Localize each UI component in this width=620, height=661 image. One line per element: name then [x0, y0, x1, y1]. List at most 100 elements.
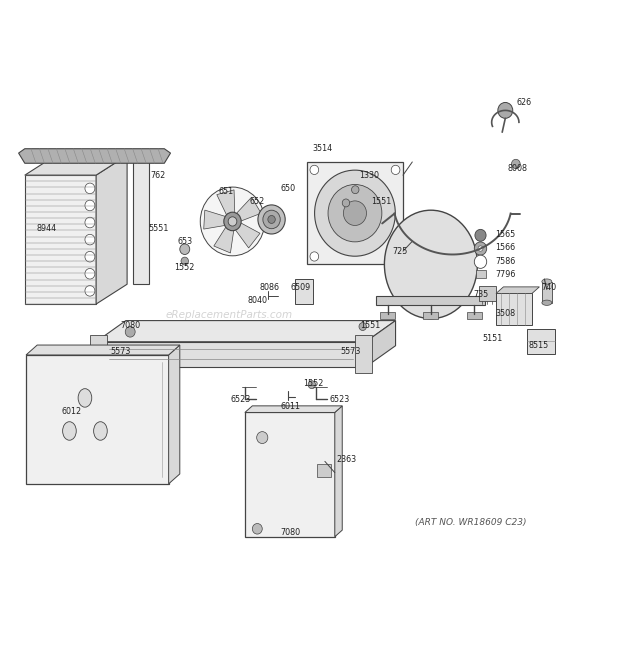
Circle shape: [258, 205, 285, 234]
Circle shape: [125, 327, 135, 337]
Text: 626: 626: [516, 98, 531, 107]
Circle shape: [359, 323, 366, 330]
Text: 652: 652: [250, 197, 265, 206]
Ellipse shape: [78, 389, 92, 407]
Text: 5573: 5573: [340, 347, 360, 356]
Text: 1330: 1330: [359, 171, 379, 180]
Text: eReplacementParts.com: eReplacementParts.com: [166, 310, 293, 321]
Polygon shape: [376, 296, 485, 305]
Polygon shape: [19, 149, 170, 163]
Circle shape: [328, 184, 382, 242]
Text: 1566: 1566: [495, 243, 515, 253]
Polygon shape: [25, 175, 96, 304]
Polygon shape: [355, 335, 372, 373]
Polygon shape: [133, 162, 149, 284]
Bar: [307, 162, 403, 264]
Bar: [527, 329, 555, 354]
Polygon shape: [26, 345, 180, 355]
Text: 5151: 5151: [483, 334, 503, 343]
Circle shape: [512, 159, 520, 169]
Ellipse shape: [94, 422, 107, 440]
Bar: [479, 286, 496, 301]
Text: 3514: 3514: [312, 144, 332, 153]
Text: 1552: 1552: [303, 379, 323, 388]
Bar: [542, 282, 552, 303]
Circle shape: [85, 200, 95, 211]
Polygon shape: [204, 210, 226, 229]
Circle shape: [200, 187, 265, 256]
Text: 651: 651: [219, 187, 234, 196]
Circle shape: [474, 242, 487, 255]
Text: 762: 762: [151, 171, 166, 180]
Circle shape: [85, 251, 95, 262]
Text: 6012: 6012: [61, 407, 81, 416]
Text: 740: 740: [541, 283, 556, 292]
Bar: [317, 464, 331, 477]
Text: 5551: 5551: [148, 223, 168, 233]
Circle shape: [85, 286, 95, 296]
Text: 5573: 5573: [111, 347, 131, 356]
Text: 8040: 8040: [247, 296, 267, 305]
Circle shape: [475, 229, 486, 241]
Polygon shape: [245, 406, 342, 412]
Polygon shape: [496, 287, 539, 293]
Circle shape: [474, 255, 487, 268]
Circle shape: [85, 183, 95, 194]
Ellipse shape: [542, 279, 552, 284]
Bar: [496, 293, 532, 325]
Text: 1565: 1565: [495, 230, 515, 239]
Bar: [26, 355, 169, 484]
Bar: [467, 312, 482, 319]
Circle shape: [224, 212, 241, 231]
Circle shape: [310, 252, 319, 261]
Text: 1552: 1552: [175, 263, 195, 272]
Circle shape: [498, 102, 513, 118]
Polygon shape: [96, 321, 396, 342]
Circle shape: [343, 201, 366, 225]
Text: 653: 653: [177, 237, 192, 246]
Text: 7586: 7586: [495, 256, 515, 266]
Polygon shape: [90, 335, 107, 373]
Ellipse shape: [63, 422, 76, 440]
Text: 8944: 8944: [37, 223, 56, 233]
Text: 8008: 8008: [508, 164, 528, 173]
Text: 6509: 6509: [291, 283, 311, 292]
Text: (ART NO. WR18609 C23): (ART NO. WR18609 C23): [415, 518, 527, 527]
Circle shape: [181, 257, 188, 265]
Ellipse shape: [384, 210, 477, 319]
Circle shape: [352, 186, 359, 194]
Circle shape: [257, 432, 268, 444]
Polygon shape: [236, 197, 261, 221]
Text: 725: 725: [392, 247, 407, 256]
Text: 3508: 3508: [495, 309, 515, 319]
Circle shape: [268, 215, 275, 223]
Text: 7080: 7080: [280, 527, 300, 537]
Bar: [423, 312, 438, 319]
Text: 6523: 6523: [330, 395, 350, 405]
Circle shape: [314, 170, 396, 256]
Circle shape: [263, 210, 280, 229]
Polygon shape: [335, 406, 342, 537]
Text: 6011: 6011: [280, 402, 300, 411]
Text: 2363: 2363: [336, 455, 356, 464]
Bar: [476, 270, 486, 278]
Polygon shape: [169, 345, 180, 484]
Circle shape: [85, 268, 95, 279]
Polygon shape: [133, 155, 158, 162]
Text: 1551: 1551: [371, 197, 391, 206]
Bar: [245, 412, 335, 537]
Circle shape: [391, 252, 400, 261]
Polygon shape: [217, 190, 235, 216]
Polygon shape: [214, 226, 234, 253]
Text: 7080: 7080: [120, 321, 140, 330]
Circle shape: [391, 165, 400, 175]
Text: 6523: 6523: [231, 395, 250, 405]
Ellipse shape: [542, 300, 552, 305]
Text: 7796: 7796: [495, 270, 515, 279]
Polygon shape: [25, 155, 127, 175]
Circle shape: [310, 165, 319, 175]
Circle shape: [180, 244, 190, 254]
Circle shape: [85, 217, 95, 228]
Text: 735: 735: [473, 290, 488, 299]
Circle shape: [85, 234, 95, 245]
